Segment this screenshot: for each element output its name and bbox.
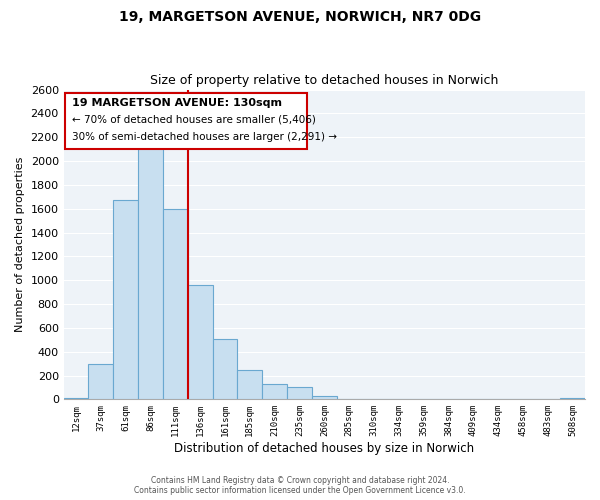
Bar xyxy=(238,370,262,400)
Bar xyxy=(560,398,585,400)
Bar xyxy=(362,398,386,400)
Bar xyxy=(337,398,362,400)
Bar xyxy=(386,398,411,400)
Text: 19, MARGETSON AVENUE, NORWICH, NR7 0DG: 19, MARGETSON AVENUE, NORWICH, NR7 0DG xyxy=(119,10,481,24)
Text: Contains HM Land Registry data © Crown copyright and database right 2024.
Contai: Contains HM Land Registry data © Crown c… xyxy=(134,476,466,495)
X-axis label: Distribution of detached houses by size in Norwich: Distribution of detached houses by size … xyxy=(174,442,475,455)
Text: 30% of semi-detached houses are larger (2,291) →: 30% of semi-detached houses are larger (… xyxy=(73,132,337,142)
Text: 19 MARGETSON AVENUE: 130sqm: 19 MARGETSON AVENUE: 130sqm xyxy=(73,98,283,108)
Bar xyxy=(65,92,307,148)
Bar xyxy=(212,339,238,400)
Bar xyxy=(188,285,212,400)
Text: ← 70% of detached houses are smaller (5,406): ← 70% of detached houses are smaller (5,… xyxy=(73,114,316,124)
Bar xyxy=(64,398,88,400)
Bar xyxy=(262,384,287,400)
Bar xyxy=(163,208,188,400)
Bar xyxy=(138,146,163,400)
Bar xyxy=(287,388,312,400)
Title: Size of property relative to detached houses in Norwich: Size of property relative to detached ho… xyxy=(150,74,499,87)
Bar xyxy=(312,396,337,400)
Bar xyxy=(113,200,138,400)
Bar xyxy=(88,364,113,400)
Y-axis label: Number of detached properties: Number of detached properties xyxy=(15,157,25,332)
